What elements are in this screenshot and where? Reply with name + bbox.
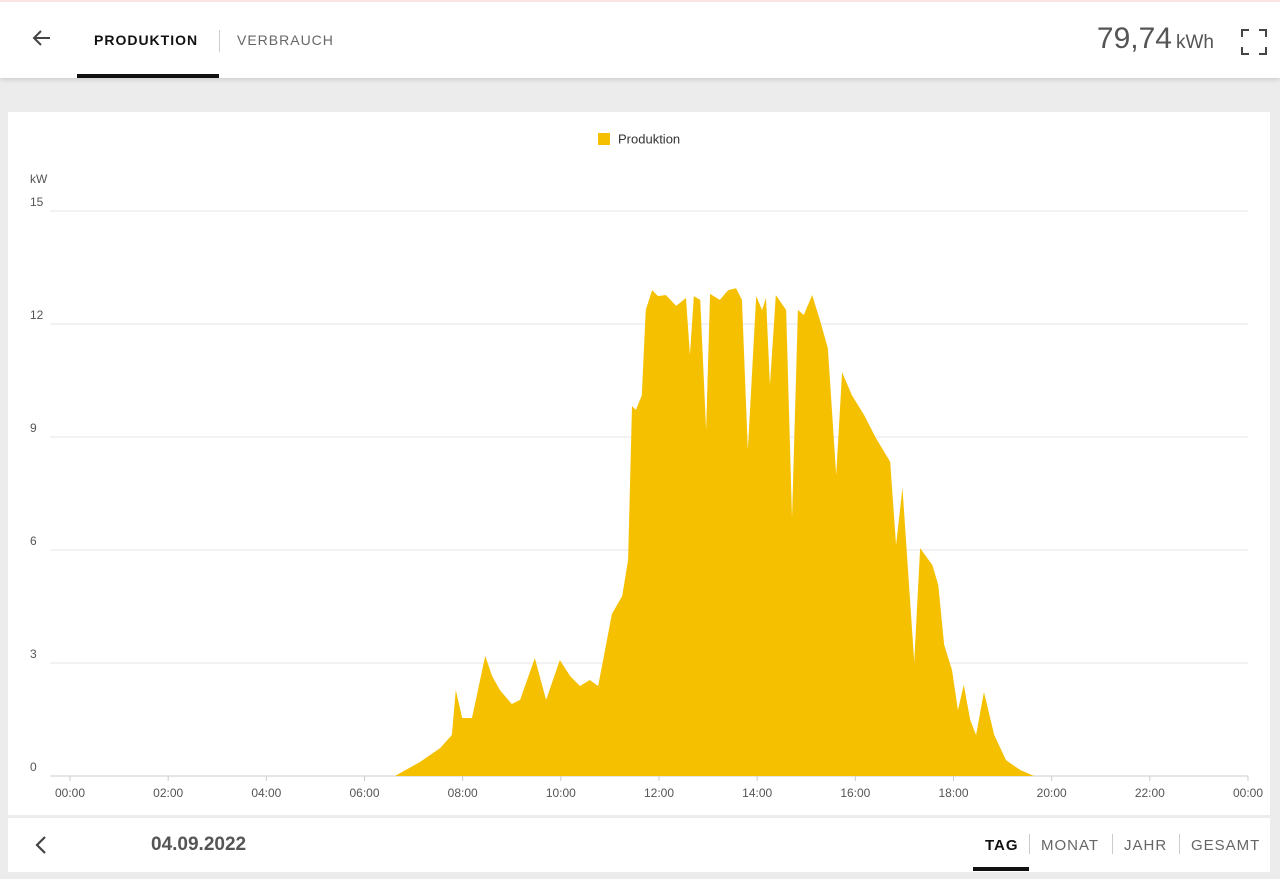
separator (1029, 834, 1030, 854)
separator (1112, 834, 1113, 854)
area (394, 288, 1034, 776)
separator (1179, 834, 1180, 854)
legend-swatch (598, 133, 610, 145)
y-tick-label: 3 (30, 647, 37, 661)
top-bar: PRODUKTION VERBRAUCH 79,74 kWh (0, 0, 1280, 78)
tab[interactable]: PRODUKTION (94, 32, 199, 48)
y-axis-label: kW (30, 172, 48, 186)
footer: 04.09.2022 TAG MONAT JAHR GESAMT (8, 818, 1270, 872)
chart: kW 0 3 6 9 12 15 00:00 02:00 04:00 06:00 08:00 10:00… (30, 131, 1263, 800)
prev-button[interactable] (30, 833, 54, 857)
x-tick-label: 20:00 (1037, 786, 1067, 800)
total: 79,74 kWh (1097, 22, 1214, 56)
x-tick-label: 06:00 (349, 786, 379, 800)
period-button[interactable]: MONAT (1041, 837, 1100, 854)
total-unit: kWh (1176, 32, 1214, 53)
x-tick-label: 12:00 (644, 786, 674, 800)
y-tick-label: 12 (30, 308, 44, 322)
y-tick-label: 9 (30, 421, 37, 435)
period-button[interactable]: JAHR (1124, 837, 1168, 854)
y-tick-label: 6 (30, 534, 37, 548)
tab-indicator (77, 74, 219, 78)
y-tick-label: 0 (30, 760, 37, 774)
fullscreen-button[interactable] (1240, 28, 1268, 56)
period-button[interactable]: TAG (985, 837, 1019, 854)
separator (219, 30, 220, 52)
chart-card: kW 0 3 6 9 12 15 00:00 02:00 04:00 06:00 08:00 10:00… (8, 112, 1270, 815)
x-tick-label: 22:00 (1135, 786, 1165, 800)
tab[interactable]: VERBRAUCH (237, 32, 334, 48)
x-tick-label: 00:00 (1233, 786, 1263, 800)
date: 04.09.2022 (151, 834, 247, 855)
x-tick-label: 10:00 (546, 786, 576, 800)
x-tick-label: 14:00 (742, 786, 772, 800)
x-tick-label: 00:00 (55, 786, 85, 800)
x-tick-label: 02:00 (153, 786, 183, 800)
back-button[interactable] (28, 24, 56, 52)
legend-label: Produktion (618, 131, 680, 146)
y-tick-label: 15 (30, 195, 44, 209)
x-tick-label: 18:00 (938, 786, 968, 800)
x-tick-label: 04:00 (251, 786, 281, 800)
x-tick-label: 16:00 (840, 786, 870, 800)
period-button[interactable]: GESAMT (1191, 837, 1261, 854)
x-tick-label: 08:00 (448, 786, 478, 800)
period-indicator (973, 867, 1029, 871)
total-value: 79,74 (1096, 22, 1172, 55)
